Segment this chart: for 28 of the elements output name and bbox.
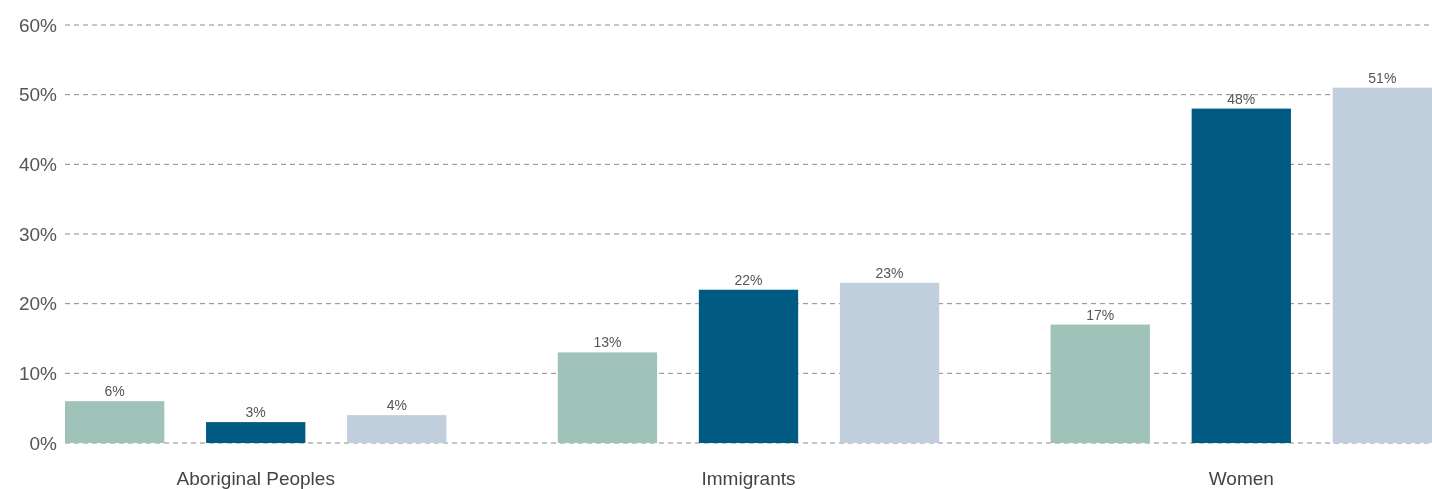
y-tick-label: 20% [18, 293, 58, 315]
data-label: 4% [386, 397, 407, 414]
y-tick-label: 30% [18, 223, 58, 245]
y-tick-label: 60% [18, 14, 58, 36]
bar [65, 401, 165, 443]
bar [1191, 108, 1291, 443]
data-label: 3% [245, 404, 266, 421]
y-tick-label: 10% [18, 362, 58, 384]
bar [347, 415, 447, 443]
y-tick-label: 40% [18, 153, 58, 175]
data-label: 23% [875, 264, 904, 281]
bar [206, 422, 306, 443]
x-tick-label: Immigrants [701, 468, 796, 489]
data-label: 51% [1368, 69, 1397, 86]
y-tick-label: 50% [18, 84, 58, 106]
data-label: 22% [734, 271, 763, 288]
bar [698, 289, 799, 443]
bar [1332, 87, 1432, 443]
data-label: 17% [1086, 306, 1115, 323]
bar [557, 352, 658, 443]
data-label: 6% [104, 383, 125, 400]
x-tick-label: Women [1208, 468, 1274, 489]
x-tick-label: Aboriginal Peoples [176, 468, 335, 489]
bar [839, 282, 940, 443]
data-label: 48% [1227, 90, 1256, 107]
data-label: 13% [593, 334, 622, 351]
y-tick-label: 0% [29, 432, 58, 454]
bar [1050, 324, 1150, 443]
